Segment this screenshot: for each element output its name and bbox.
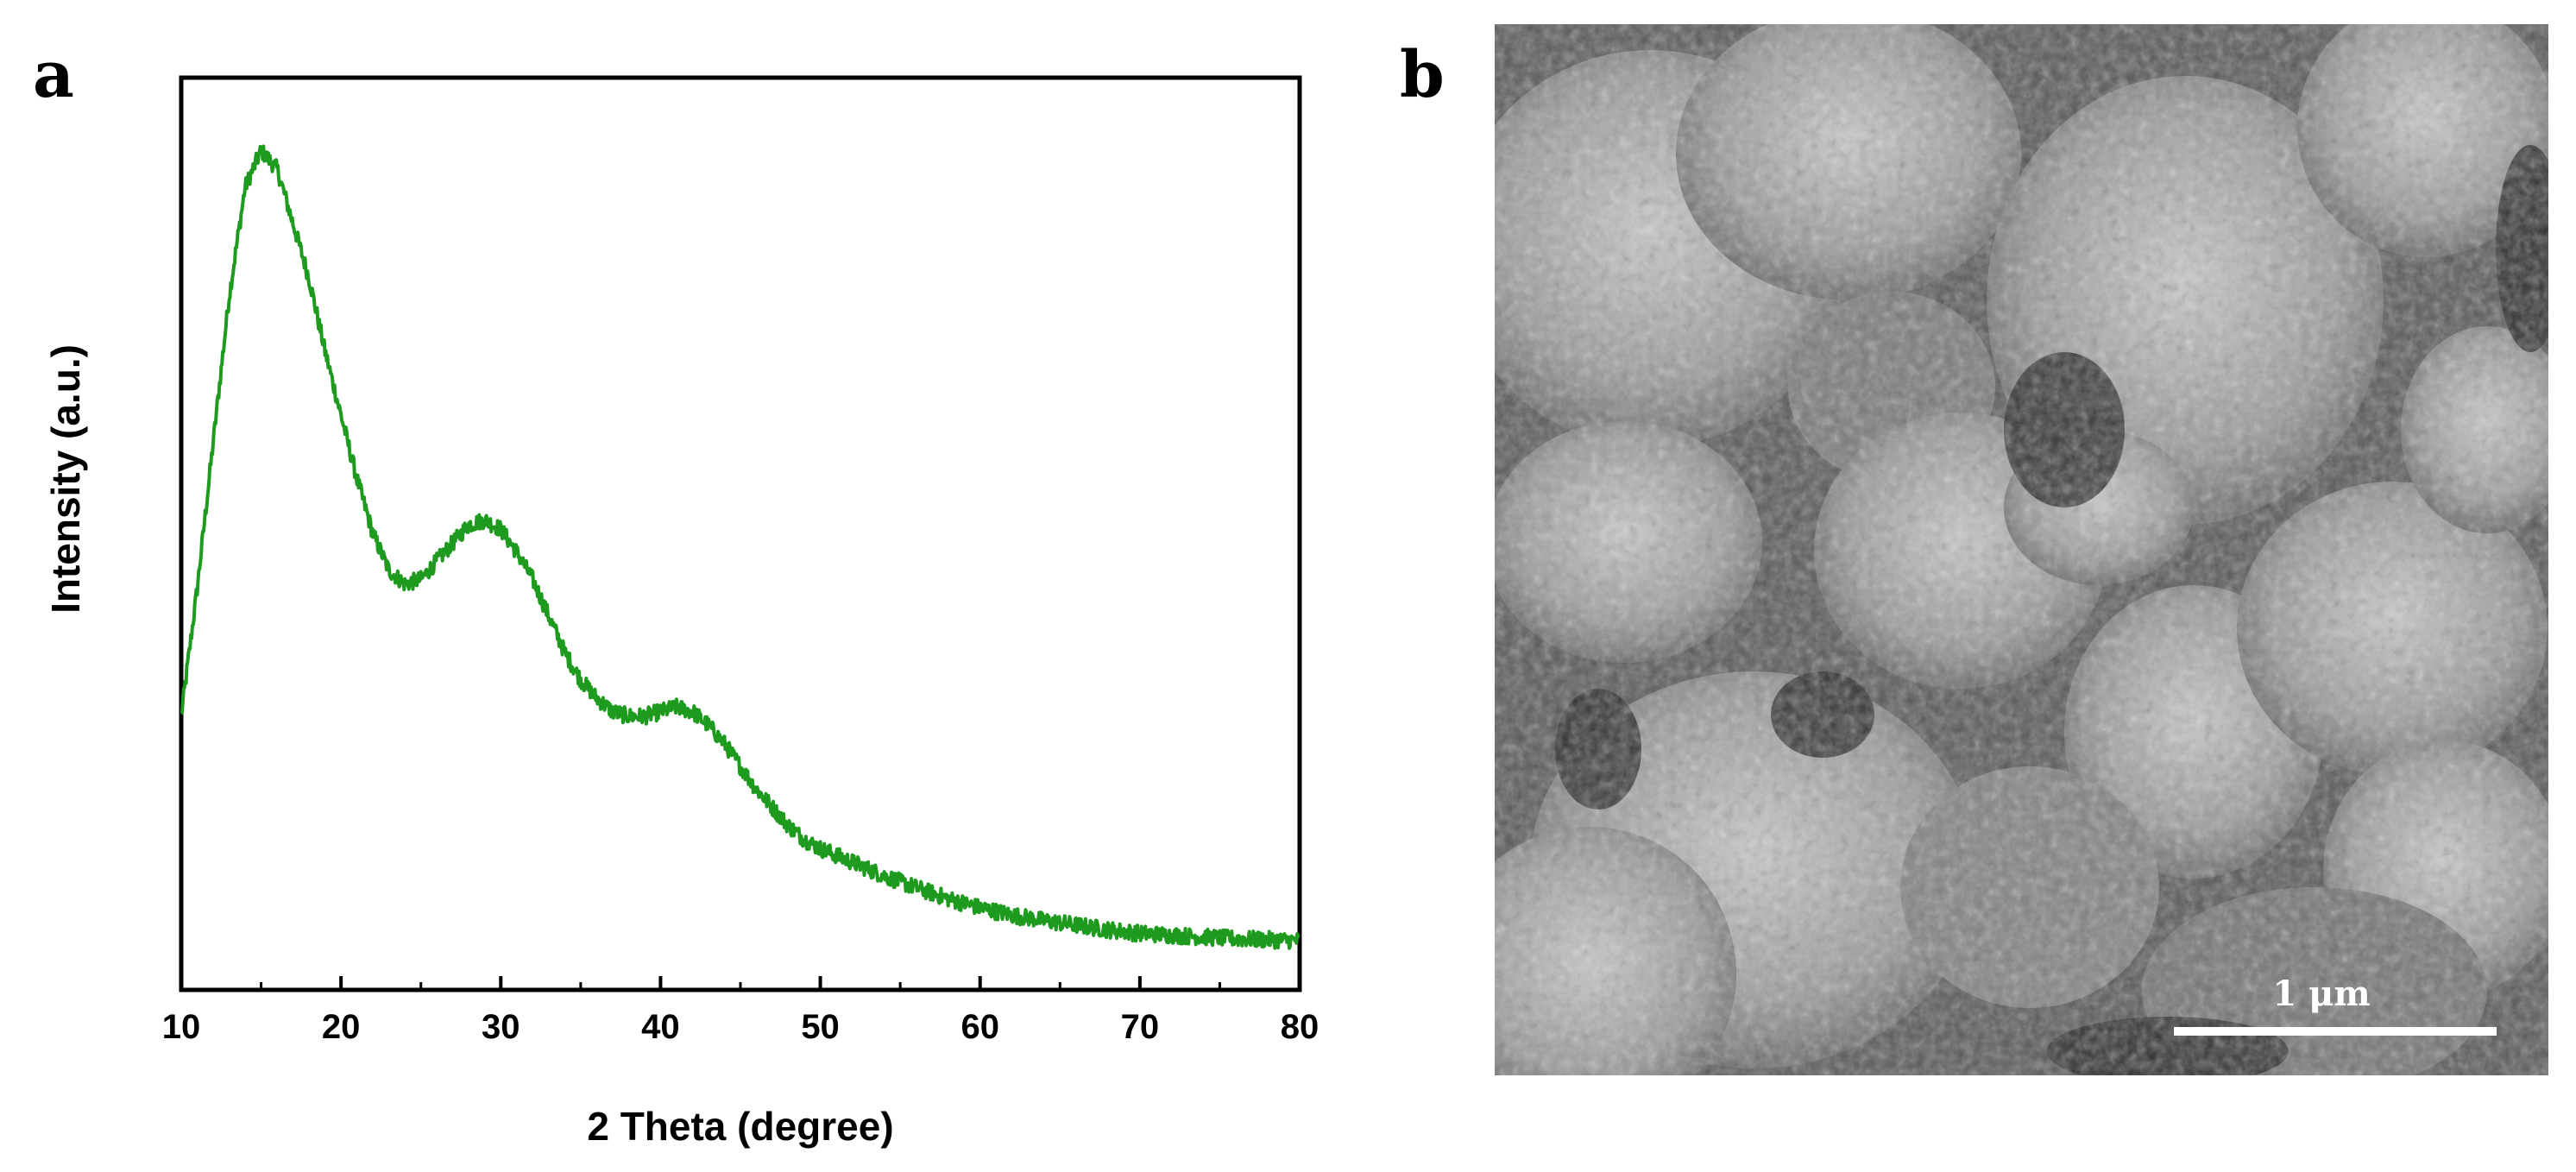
xrd-chart: 10 20 30 40 50 60 70 80 2 Theta (degree) Intens…: [43, 75, 1319, 1149]
x-axis-title: 2 Theta (degree): [587, 1104, 893, 1149]
y-axis-title: Intensity (a.u.): [43, 344, 88, 614]
x-axis-ticks: [180, 976, 1301, 990]
x-tick-label: 50: [801, 1008, 840, 1046]
x-tick-label: 20: [322, 1008, 361, 1046]
sem-image: [1495, 24, 2548, 1075]
panel-label-a: a: [33, 38, 74, 112]
x-tick-label: 30: [482, 1008, 520, 1046]
xrd-series-line: [180, 144, 1301, 950]
scale-bar-label: 1 μm: [2272, 974, 2371, 1014]
x-tick-label: 60: [960, 1008, 999, 1046]
x-axis-tick-labels: 10 20 30 40 50 60 70 80: [162, 1008, 1319, 1046]
panel-label-b: b: [1400, 38, 1445, 112]
scale-bar: [2174, 1027, 2497, 1036]
x-tick-label: 10: [162, 1008, 201, 1046]
plot-frame: [179, 75, 1302, 992]
x-tick-label: 40: [641, 1008, 680, 1046]
x-tick-label: 70: [1121, 1008, 1160, 1046]
x-tick-label: 80: [1281, 1008, 1319, 1046]
